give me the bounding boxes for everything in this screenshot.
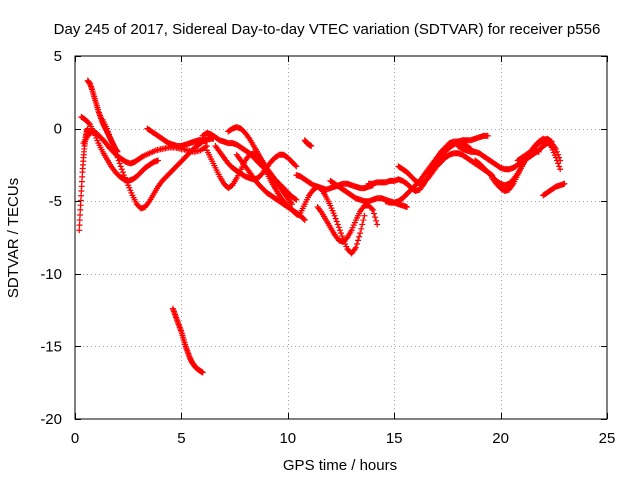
data-point [338,230,344,237]
data-point [308,143,315,150]
x-tick-label: 10 [279,430,296,447]
x-tick-label: 15 [386,430,403,447]
data-point [403,204,410,211]
data-point [370,210,377,217]
data-point [301,217,308,224]
data-point [76,222,83,229]
data-point [352,244,359,251]
grid-lines [75,56,607,419]
data-point [332,215,339,222]
data-point [372,214,379,221]
data-point [292,162,299,169]
data-point [548,138,555,145]
data-point [361,212,368,219]
data-point [374,221,381,228]
data-point [289,201,296,208]
data-point [369,206,376,213]
data-point [552,154,559,161]
data-point [339,233,346,240]
plot-frame [74,55,608,420]
data-point [360,217,367,224]
x-tick-label: 25 [599,430,616,447]
data-point [358,225,365,232]
data-point [553,157,560,164]
y-axis-title: SDTVAR / TECUs [5,178,22,298]
data-point [359,221,366,228]
data-point [76,227,83,234]
data-point [85,120,92,127]
data-point [103,125,110,132]
data-point [293,163,300,170]
data-point [553,148,560,155]
data-point [109,140,116,147]
chart-title: Day 245 of 2017, Sidereal Day-to-day VTE… [54,21,601,38]
x-tick-label: 5 [177,430,185,447]
axis-ticks [75,56,608,420]
data-point [535,148,542,155]
y-tick-label: -5 [49,193,62,210]
data-point [292,196,299,203]
x-tick-label: 20 [492,430,509,447]
data-point [117,163,124,170]
y-tick-label: -20 [40,411,62,428]
x-tick-label: 0 [71,430,79,447]
data-point [119,169,126,176]
data-point [335,224,342,231]
y-tick-label: 5 [54,48,62,65]
data-point [115,157,122,164]
data-point [108,137,115,144]
data-point [333,218,340,225]
data-point [331,212,338,219]
data-point [355,237,362,244]
data-point [556,163,563,170]
data-series-sdtvar [76,77,568,376]
data-point [111,145,118,152]
data-point [300,215,307,222]
data-point [293,196,300,203]
tick-labels: 0 5 10 15 20 25 -20 -15 -10 -5 0 5 [40,48,615,447]
data-point [76,217,83,224]
data-point [356,233,363,240]
data-point [118,166,125,173]
data-point [555,160,562,167]
data-point [561,180,568,187]
data-point [557,166,564,173]
data-point [368,205,375,212]
data-point [154,157,161,164]
data-point [547,137,554,144]
data-point [353,241,360,248]
data-point [199,369,206,376]
data-point [357,230,364,237]
data-point [484,132,491,139]
data-point [203,138,210,145]
data-point [373,217,380,224]
data-point [114,154,121,161]
data-point [110,143,117,150]
data-point [107,134,114,141]
data-point [113,151,120,158]
y-tick-label: 0 [54,121,62,138]
data-point [77,211,84,218]
data-point [104,128,111,135]
y-tick-label: -15 [40,338,62,355]
data-point [112,148,119,155]
data-point [116,160,123,167]
data-point [106,131,113,138]
data-point [336,227,343,234]
y-tick-label: -10 [40,266,62,283]
data-point [334,221,341,228]
x-axis-title: GPS time / hours [283,457,397,474]
data-point [552,145,559,152]
